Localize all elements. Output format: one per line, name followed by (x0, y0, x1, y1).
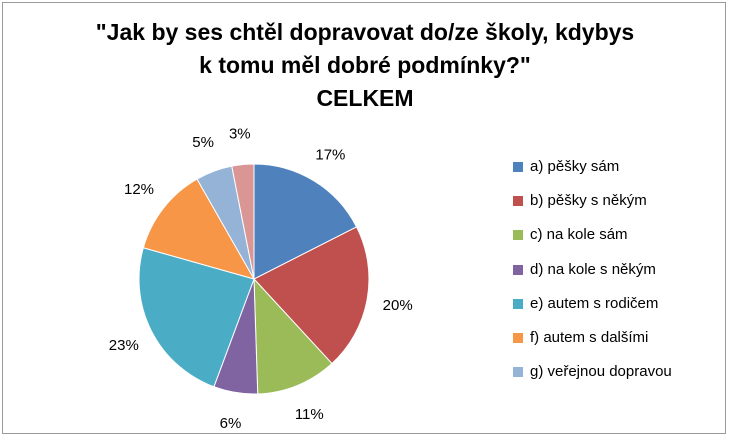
legend-swatch (513, 298, 523, 309)
legend-label: f) autem s dalšími (530, 329, 649, 346)
legend-label: d) na kole s někým (530, 260, 656, 278)
legend-swatch (513, 230, 523, 241)
legend-label: b) pěšky s někým (530, 192, 647, 210)
pie-slice-1 (253, 226, 370, 365)
chart-title-line-3: CELKEM (316, 85, 414, 111)
slice-data-label-2: 11% (295, 406, 324, 423)
legend-swatch (513, 162, 523, 172)
slice-data-label-3: 6% (220, 415, 242, 432)
pie-slice-0 (253, 163, 358, 280)
slice-data-label-0: 17% (315, 147, 345, 164)
pie-slice-2 (253, 277, 333, 395)
slice-data-label-6: 5% (192, 134, 214, 151)
pie-slice-4 (138, 247, 255, 388)
legend-label: g) veřejnou dopravou (530, 363, 672, 381)
chart-title-line-2: k tomu měl dobré podmínky?" (199, 52, 531, 78)
pie-slice-7 (231, 163, 255, 280)
legend-label: e) autem s rodičem (530, 294, 659, 312)
chart-title-line-1: "Jak by ses chtěl dopravovat do/ze školy… (95, 19, 635, 45)
slice-data-label-7: 3% (229, 126, 251, 143)
pie-slice-5 (142, 178, 256, 280)
legend-swatch (513, 196, 523, 207)
slice-data-label-4: 23% (109, 337, 139, 354)
chart-title: "Jak by ses chtěl dopravovat do/ze školy… (0, 16, 730, 115)
chart-frame (2, 2, 726, 434)
legend-swatch (513, 264, 523, 275)
legend-swatch (513, 367, 523, 378)
legend-label: c) na kole sám (530, 226, 628, 244)
slice-data-label-1: 20% (383, 297, 413, 314)
slice-data-label-5: 12% (124, 181, 154, 198)
legend-swatch (513, 333, 523, 343)
legend-label: a) pěšky sám (530, 158, 620, 175)
